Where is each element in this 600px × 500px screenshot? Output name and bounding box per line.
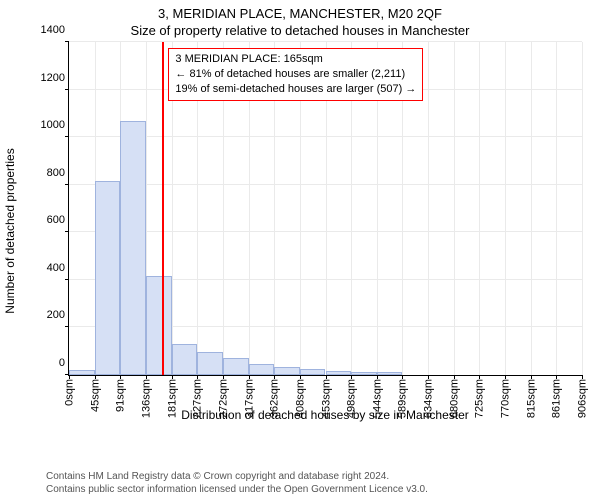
histogram-bar — [95, 181, 121, 375]
reference-line — [162, 42, 164, 375]
y-tick-label: 600 — [47, 214, 69, 226]
y-tick-mark — [65, 279, 69, 280]
y-tick-mark — [65, 326, 69, 327]
histogram-bar — [146, 276, 172, 375]
y-tick-mark — [65, 231, 69, 232]
histogram-bar — [326, 371, 352, 375]
y-tick-mark — [65, 89, 69, 90]
plot-area: 02004006008001000120014000sqm45sqm91sqm1… — [68, 42, 582, 376]
reference-label-line-2: ← 81% of detached houses are smaller (2,… — [175, 67, 416, 82]
footer-line-1: Contains HM Land Registry data © Crown c… — [46, 470, 428, 483]
grid-vertical — [454, 42, 455, 375]
histogram-bar — [274, 367, 300, 375]
histogram-bar — [172, 344, 198, 375]
footer-line-2: Contains public sector information licen… — [46, 483, 428, 496]
histogram-bar — [300, 369, 326, 375]
grid-vertical — [582, 42, 583, 375]
y-tick-mark — [65, 136, 69, 137]
reference-label-box: 3 MERIDIAN PLACE: 165sqm← 81% of detache… — [168, 48, 423, 101]
y-tick-mark — [65, 184, 69, 185]
y-axis-label: Number of detached properties — [3, 148, 17, 313]
title-address: 3, MERIDIAN PLACE, MANCHESTER, M20 2QF — [0, 0, 600, 21]
y-tick-label: 800 — [47, 167, 69, 179]
y-tick-label: 0 — [59, 357, 69, 369]
title-subtitle: Size of property relative to detached ho… — [0, 21, 600, 38]
histogram-bar — [69, 370, 95, 375]
histogram-bar — [223, 358, 249, 375]
reference-label-line-3: 19% of semi-detached houses are larger (… — [175, 82, 416, 97]
y-tick-label: 200 — [47, 309, 69, 321]
histogram-bar — [351, 372, 377, 375]
y-tick-label: 1200 — [41, 72, 69, 84]
y-tick-label: 1000 — [41, 119, 69, 131]
y-tick-mark — [65, 41, 69, 42]
y-tick-label: 1400 — [41, 24, 69, 36]
grid-vertical — [556, 42, 557, 375]
y-tick-label: 400 — [47, 262, 69, 274]
histogram-bar — [120, 121, 146, 376]
histogram-bar — [197, 352, 223, 375]
footer-attribution: Contains HM Land Registry data © Crown c… — [46, 470, 428, 496]
x-tick-label: 0sqm — [64, 379, 76, 406]
grid-vertical — [479, 42, 480, 375]
grid-vertical — [428, 42, 429, 375]
plot-outer: Number of detached properties 0200400600… — [46, 42, 582, 420]
grid-vertical — [505, 42, 506, 375]
x-axis-label: Distribution of detached houses by size … — [68, 408, 582, 422]
reference-label-line-1: 3 MERIDIAN PLACE: 165sqm — [175, 52, 416, 67]
histogram-bar — [377, 372, 403, 375]
histogram-bar — [249, 364, 275, 375]
grid-vertical — [531, 42, 532, 375]
